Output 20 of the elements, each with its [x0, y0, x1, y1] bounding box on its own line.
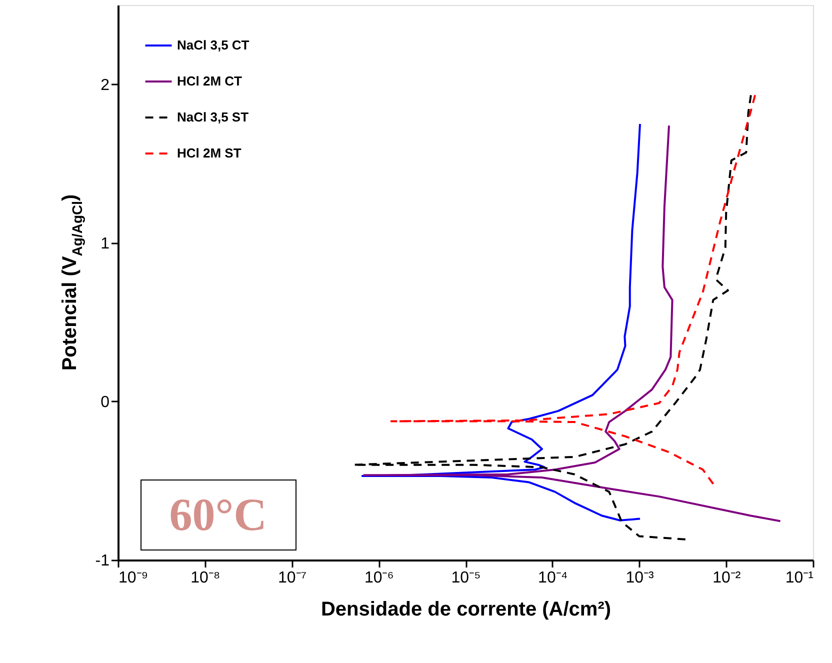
- x-tick-label: 10⁻³: [626, 570, 654, 586]
- y-axis-title: Potencial (VAg/AgCl): [59, 194, 85, 371]
- legend-label: HCl 2M ST: [177, 146, 242, 160]
- legend-label: NaCl 3,5 CT: [177, 38, 250, 52]
- annotation: 60°C: [169, 489, 267, 540]
- x-tick-label: 10⁻⁴: [538, 570, 568, 586]
- x-axis-title: Densidade de corrente (A/cm²): [320, 598, 612, 620]
- legend-label: NaCl 3,5 ST: [177, 110, 249, 124]
- y-tick-label: -1: [95, 552, 110, 570]
- x-tick-label: 10⁻⁶: [364, 570, 394, 586]
- x-tick-label: 10⁻⁷: [278, 570, 307, 586]
- y-tick-label: 1: [100, 235, 110, 252]
- legend-label: HCl 2M CT: [177, 74, 242, 88]
- x-tick-label: 10⁻²: [712, 570, 742, 586]
- y-tick-label: 2: [100, 76, 110, 94]
- x-tick-label: 10⁻⁸: [190, 570, 220, 586]
- x-tick-label: 10⁻⁹: [118, 570, 148, 586]
- x-tick-label: 10⁻⁵: [451, 570, 481, 586]
- x-tick-label: 10⁻¹: [785, 570, 814, 586]
- y-tick-label: 0: [100, 394, 110, 411]
